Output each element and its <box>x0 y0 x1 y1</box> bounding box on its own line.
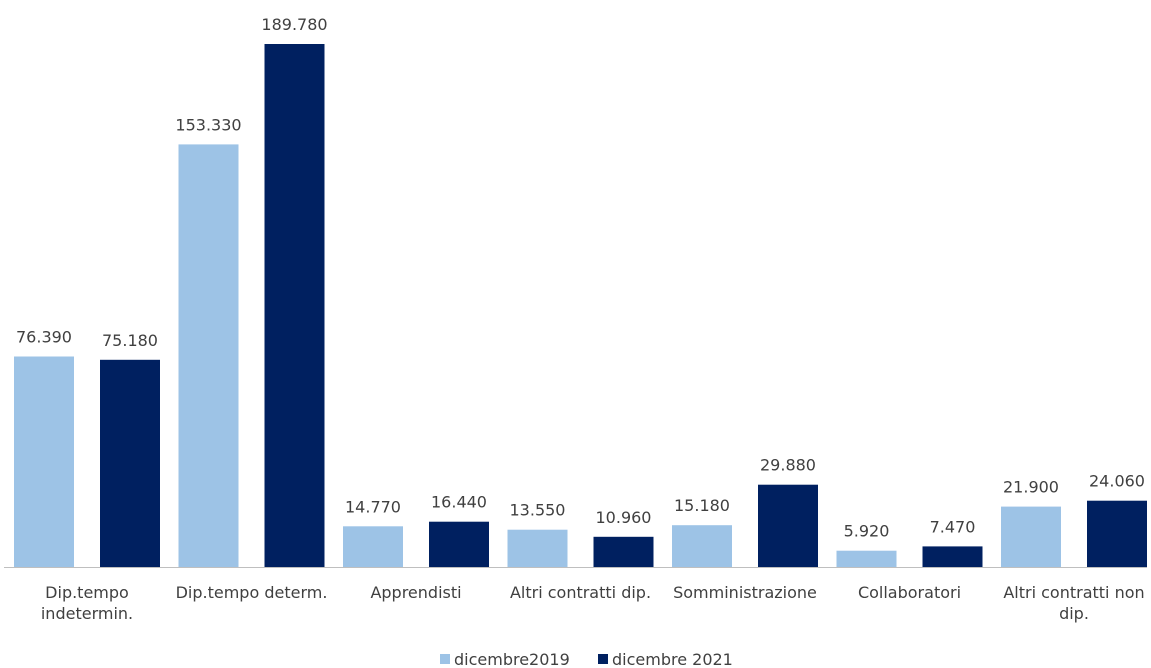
value-label: 14.770 <box>345 497 401 516</box>
category-label-line: Collaboratori <box>858 583 961 602</box>
bar-dicembre2021-1 <box>264 44 325 567</box>
category-label: Somministrazione <box>673 583 817 602</box>
bar-dicembre2021-0 <box>100 359 160 567</box>
bar-dicembre2021-6 <box>1087 500 1147 567</box>
category-label-line: Altri contratti non <box>1003 583 1144 602</box>
value-label: 21.900 <box>1003 478 1059 497</box>
value-label: 5.920 <box>844 522 890 541</box>
category-labels-group: Dip.tempo indetermin. Dip.tempo determ. App… <box>41 583 1145 623</box>
category-label: Altri contratti non dip. <box>1003 583 1144 623</box>
bar-dicembre2019-3 <box>507 529 568 567</box>
legend-label: dicembre2019 <box>454 650 570 668</box>
category-label-line: Dip.tempo determ. <box>176 583 328 602</box>
value-label: 13.550 <box>510 501 566 520</box>
value-label: 10.960 <box>596 508 652 527</box>
value-label: 189.780 <box>261 15 327 34</box>
bar-dicembre2019-0 <box>14 356 74 567</box>
value-label: 7.470 <box>930 517 976 536</box>
bar-dicembre2021-5 <box>922 546 983 567</box>
bar-dicembre2021-2 <box>429 521 489 567</box>
legend: dicembre2019 dicembre 2021 <box>440 650 733 668</box>
category-label: Altri contratti dip. <box>510 583 651 602</box>
bar-dicembre2019-1 <box>178 144 239 567</box>
legend-swatch <box>598 654 608 664</box>
category-label-line: Apprendisti <box>370 583 461 602</box>
category-label-line: Altri contratti dip. <box>510 583 651 602</box>
bar-dicembre2019-5 <box>836 550 897 567</box>
category-label: Collaboratori <box>858 583 961 602</box>
category-label: Dip.tempo determ. <box>176 583 328 602</box>
bars-group <box>14 44 1147 567</box>
category-label-line: Dip.tempo <box>45 583 129 602</box>
bar-dicembre2021-3 <box>593 536 654 567</box>
category-label-line: dip. <box>1059 604 1089 623</box>
bar-dicembre2019-6 <box>1001 506 1061 567</box>
value-label: 153.330 <box>175 115 241 134</box>
bar-dicembre2019-4 <box>672 525 732 567</box>
legend-label: dicembre 2021 <box>612 650 733 668</box>
value-label: 75.180 <box>102 331 158 350</box>
category-label-line: Somministrazione <box>673 583 817 602</box>
value-labels-group: 76.390 153.330 14.770 13.550 15.180 5.920 21.9… <box>16 15 1145 541</box>
category-label: Dip.tempo indetermin. <box>41 583 133 623</box>
bar-dicembre2021-4 <box>758 484 818 567</box>
category-label: Apprendisti <box>370 583 461 602</box>
value-label: 15.180 <box>674 496 730 515</box>
legend-swatch <box>440 654 450 664</box>
bar-dicembre2019-2 <box>343 526 403 567</box>
category-label-line: indetermin. <box>41 604 133 623</box>
value-label: 29.880 <box>760 456 816 475</box>
value-label: 16.440 <box>431 493 487 512</box>
value-label: 76.390 <box>16 328 72 347</box>
value-label: 24.060 <box>1089 472 1145 491</box>
